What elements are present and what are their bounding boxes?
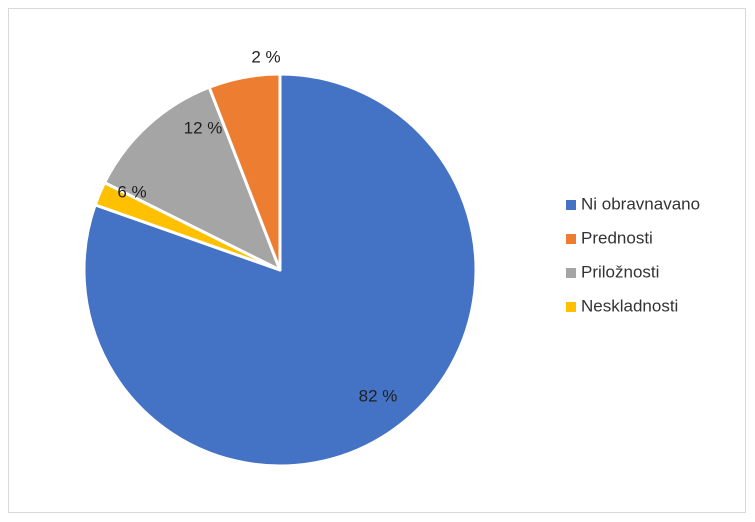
legend-swatch — [566, 200, 576, 210]
legend-label: Neskladnosti — [581, 296, 678, 315]
legend-item: Neskladnosti — [566, 296, 678, 315]
legend-label: Prednosti — [581, 228, 653, 247]
pie-labels: 82 % 2 % 12 % 6 % — [117, 47, 397, 405]
legend-swatch — [566, 302, 576, 312]
legend-item: Priložnosti — [566, 262, 659, 281]
data-label-neskladnosti: 2 % — [251, 47, 280, 66]
legend-swatch — [566, 234, 576, 244]
pie-slice-prilonosti — [103, 85, 282, 272]
pie-slice-prednosti — [207, 72, 282, 272]
data-label-ni-obravnavano: 82 % — [359, 386, 398, 405]
legend-label: Priložnosti — [581, 262, 659, 281]
legend-label: Ni obravnavano — [581, 194, 700, 213]
legend: Ni obravnavano Prednosti Priložnosti Neskla… — [566, 194, 700, 315]
legend-item: Ni obravnavano — [566, 194, 700, 213]
data-label-prednosti: 6 % — [117, 182, 146, 201]
legend-swatch — [566, 268, 576, 278]
pie-slices — [82, 72, 478, 468]
legend-item: Prednosti — [566, 228, 653, 247]
data-label-prilonosti: 12 % — [184, 118, 223, 137]
